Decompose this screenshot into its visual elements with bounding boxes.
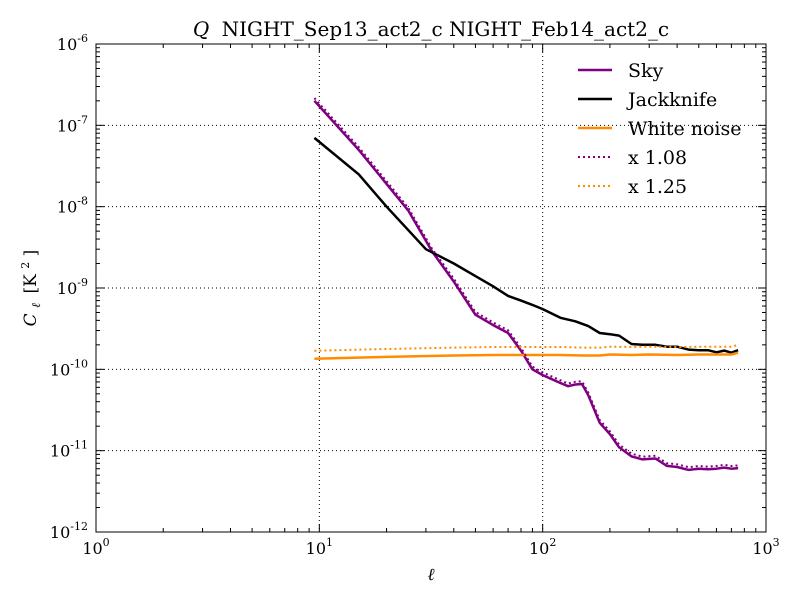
- legend-label: x 1.25: [628, 176, 687, 198]
- y-tick-label: 10-8: [57, 195, 88, 217]
- legend-item: White noise: [578, 118, 742, 140]
- plot-series: [313, 97, 739, 472]
- legend-label: White noise: [628, 118, 742, 140]
- y-axis-label-unit-sup: 2: [19, 262, 32, 269]
- y-tick-label: 10-9: [57, 276, 88, 298]
- chart-title-variable: Q: [193, 17, 209, 41]
- y-tick-labels: 10-12 10-11 10-10 10-9 10-8 10-7 10-6: [50, 32, 88, 542]
- series-line-x-1-08: [313, 97, 739, 469]
- svg-text:C ℓ [K 2: C ℓ [K 2 ]: [14, 250, 45, 327]
- legend-label: Jackknife: [626, 89, 717, 111]
- series-line-sky: [313, 99, 739, 472]
- x-axis-label: ℓ: [427, 565, 434, 585]
- series-line-white-noise: [314, 351, 739, 360]
- svg-text:Q NIGHT_Sep13_act2_c NIG: Q NIGHT_Sep13_act2_c NIGHT_Feb14_act2_c: [193, 17, 669, 41]
- legend-item: x 1.25: [578, 176, 687, 198]
- series-line-jackknife: [313, 136, 739, 354]
- x-tick-label: 103: [752, 536, 779, 558]
- legend-item: Sky: [578, 60, 664, 82]
- x-tick-label: 102: [529, 536, 556, 558]
- y-tick-label: 10-12: [50, 520, 88, 542]
- legend-label: Sky: [628, 60, 664, 82]
- x-tick-label: 101: [306, 536, 333, 558]
- x-tick-label: 100: [82, 536, 109, 558]
- axis-ticks: [95, 43, 767, 533]
- y-axis-label: C ℓ [K 2 ]: [14, 250, 45, 327]
- y-axis-label-main: C: [21, 313, 41, 326]
- y-tick-label: 10-6: [57, 32, 88, 54]
- chart-title: Q NIGHT_Sep13_act2_c NIGHT_Feb14_act2_c: [193, 17, 669, 41]
- y-tick-label: 10-7: [57, 113, 88, 135]
- series-line-x-1-25: [314, 343, 739, 352]
- y-tick-label: 10-11: [50, 439, 88, 461]
- legend: Sky Jackknife White noise x 1.08 x 1.25: [578, 60, 742, 198]
- grid: [96, 44, 766, 532]
- legend-label: x 1.08: [628, 147, 687, 169]
- y-axis-label-unit-close: ]: [21, 250, 41, 257]
- legend-item: x 1.08: [578, 147, 687, 169]
- y-axis-label-unit: [K: [21, 274, 41, 294]
- chart-title-text: NIGHT_Sep13_act2_c NIGHT_Feb14_act2_c: [222, 17, 670, 41]
- y-tick-label: 10-10: [50, 357, 88, 379]
- legend-item: Jackknife: [578, 89, 717, 111]
- y-axis-label-sub: ℓ: [29, 303, 43, 308]
- x-tick-labels: 100 101 102 103: [82, 536, 779, 558]
